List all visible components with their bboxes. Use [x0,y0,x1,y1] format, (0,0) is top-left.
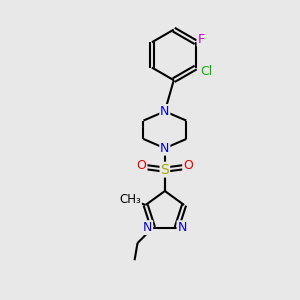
Text: Cl: Cl [200,64,212,78]
Text: CH₃: CH₃ [119,193,141,206]
Text: F: F [197,33,205,46]
Text: N: N [143,221,152,234]
Text: O: O [137,159,147,172]
Text: N: N [160,142,170,155]
Text: N: N [177,221,187,234]
Text: O: O [183,159,193,172]
Text: N: N [160,105,170,118]
Text: S: S [160,163,169,177]
